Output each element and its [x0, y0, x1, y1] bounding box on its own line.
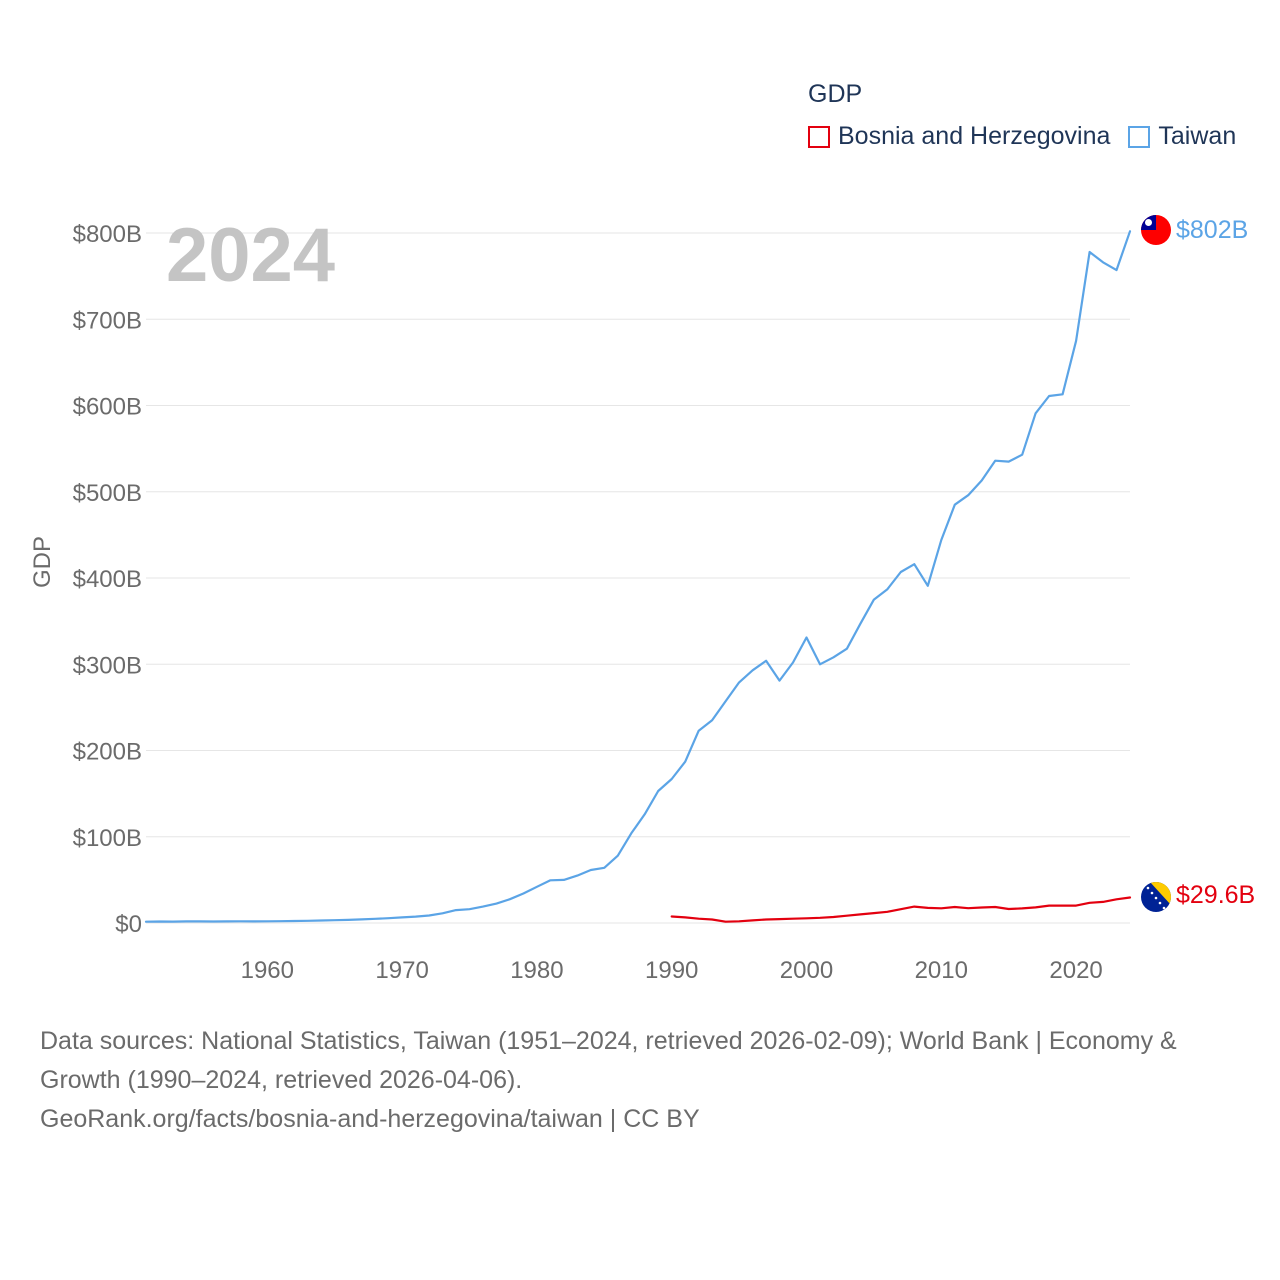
footer: Data sources: National Statistics, Taiwa…	[40, 1022, 1240, 1139]
x-tick-label: 1960	[241, 957, 294, 984]
y-tick-label: $400B	[73, 566, 142, 593]
legend-title: GDP	[808, 80, 863, 108]
series-line-taiwan[interactable]	[144, 230, 1132, 923]
legend-label-bosnia: Bosnia and Herzegovina	[838, 122, 1111, 150]
x-axis-tick-labels: 1960 1970 1980 1990 2000 2010 2020	[241, 957, 1103, 984]
x-tick-label: 1990	[645, 957, 698, 984]
y-tick-label: $600B	[73, 394, 142, 421]
x-tick-label: 2020	[1049, 957, 1102, 984]
x-tick-label: 2010	[915, 957, 968, 984]
legend-item-taiwan[interactable]: Taiwan	[1128, 122, 1236, 151]
x-tick-label: 1970	[375, 957, 428, 984]
y-tick-label: $500B	[73, 480, 142, 507]
x-tick-label: 2000	[780, 957, 833, 984]
y-axis-tick-labels: $0 $100B $200B $300B $400B $500B $600B $700B $80…	[73, 221, 142, 938]
legend-swatch-taiwan	[1128, 125, 1151, 148]
y-tick-label: $800B	[73, 221, 142, 248]
legend: Bosnia and Herzegovina Taiwan	[808, 122, 1236, 151]
series-lines	[144, 230, 1132, 923]
current-year-label: 2024	[166, 213, 336, 298]
gdp-line-chart: $0 $100B $200B $300B $400B $500B $600B $700B $80…	[29, 215, 1255, 984]
series-line-bosnia-and-herzegovina[interactable]	[670, 896, 1132, 923]
legend-swatch-bosnia	[808, 125, 830, 148]
grid-lines	[146, 232, 1130, 924]
bosnia-end-label: $29.6B	[1176, 881, 1255, 909]
taiwan-flag-icon	[1141, 215, 1171, 245]
y-tick-label: $200B	[73, 739, 142, 766]
y-tick-label: $0	[115, 911, 142, 938]
source-url-link[interactable]: GeoRank.org/facts/bosnia-and-herzegovina…	[40, 1105, 700, 1133]
y-tick-label: $300B	[73, 652, 142, 679]
y-tick-label: $100B	[73, 825, 142, 852]
data-sources-text: Data sources: National Statistics, Taiwa…	[40, 1027, 1177, 1094]
bosnia-flag-icon	[1141, 882, 1171, 912]
y-tick-label: $700B	[73, 307, 142, 334]
legend-item-bosnia[interactable]: Bosnia and Herzegovina	[808, 122, 1110, 151]
legend-label-taiwan: Taiwan	[1158, 122, 1237, 150]
x-tick-label: 1980	[510, 957, 563, 984]
taiwan-end-label: $802B	[1176, 216, 1248, 244]
y-axis-label: GDP	[29, 536, 56, 588]
